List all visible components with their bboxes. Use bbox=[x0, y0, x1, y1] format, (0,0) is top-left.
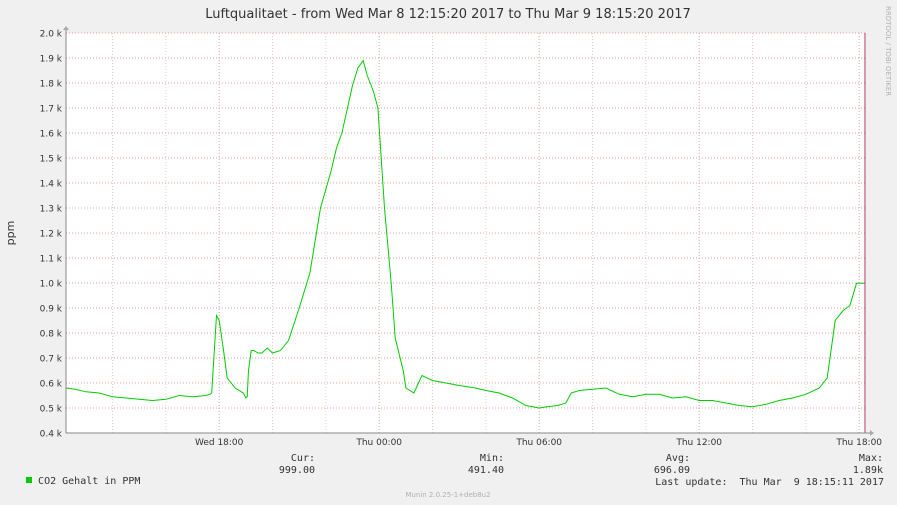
y-tick-label: 1.5 k bbox=[40, 155, 63, 165]
x-tick-label: Thu 18:00 bbox=[835, 438, 882, 448]
x-tick-label: Thu 06:00 bbox=[515, 438, 562, 448]
y-tick-label: 0.8 k bbox=[40, 330, 63, 340]
y-tick-label: 1.6 k bbox=[40, 130, 63, 140]
y-tick-label: 1.3 k bbox=[40, 205, 63, 215]
y-tick-label: 1.7 k bbox=[40, 105, 63, 115]
cur-value: 999.00 bbox=[278, 465, 315, 476]
legend-item: CO2 Gehalt in PPM bbox=[14, 465, 140, 487]
max-label: Max: bbox=[858, 453, 883, 464]
x-tick-label: Thu 12:00 bbox=[675, 438, 722, 448]
axes bbox=[63, 26, 874, 436]
y-tick-label: 1.0 k bbox=[40, 280, 63, 290]
rrdtool-watermark: RRDTOOL / TOBI OETIKER bbox=[884, 6, 892, 96]
x-tick-label: Thu 00:00 bbox=[355, 438, 402, 448]
y-tick-label: 0.5 k bbox=[40, 405, 63, 415]
last-update: Last update: Thu Mar 9 18:15:11 2017 bbox=[655, 477, 884, 488]
y-tick-label: 1.9 k bbox=[40, 55, 63, 65]
avg-value: 696.09 bbox=[653, 465, 690, 476]
legend-swatch bbox=[26, 477, 33, 483]
y-tick-label: 1.8 k bbox=[40, 80, 63, 90]
x-tick-label: Wed 18:00 bbox=[195, 438, 244, 448]
y-tick-label: 1.4 k bbox=[40, 180, 63, 190]
y-axis-arrow bbox=[63, 26, 69, 30]
x-axis-arrow bbox=[870, 430, 874, 436]
y-tick-label: 0.4 k bbox=[40, 430, 63, 440]
chart-title: Luftqualitaet - from Wed Mar 8 12:15:20 … bbox=[205, 7, 691, 22]
y-tick-label: 0.7 k bbox=[40, 355, 63, 365]
max-value: 1.89k bbox=[852, 465, 883, 476]
min-value: 491.40 bbox=[467, 465, 504, 476]
y-tick-label: 0.9 k bbox=[40, 305, 63, 315]
axis-ticks: 0.4 k 0.5 k 0.6 k 0.7 k 0.8 k 0.9 k 1.0 k 1.1 k… bbox=[40, 30, 883, 449]
cur-label: Cur: bbox=[290, 453, 315, 464]
series-line-co2 bbox=[66, 59, 865, 409]
y-tick-label: 0.6 k bbox=[40, 380, 63, 390]
legend-label: CO2 Gehalt in PPM bbox=[38, 476, 141, 487]
y-tick-label: 1.2 k bbox=[40, 230, 63, 240]
min-label: Min: bbox=[479, 453, 504, 464]
y-tick-label: 1.1 k bbox=[40, 255, 63, 265]
y-tick-label: 2.0 k bbox=[40, 30, 63, 40]
y-axis-label: ppm bbox=[4, 221, 17, 246]
avg-label: Avg: bbox=[665, 453, 690, 464]
munin-version-footer: Munin 2.0.25-1+deb8u2 bbox=[405, 491, 490, 499]
